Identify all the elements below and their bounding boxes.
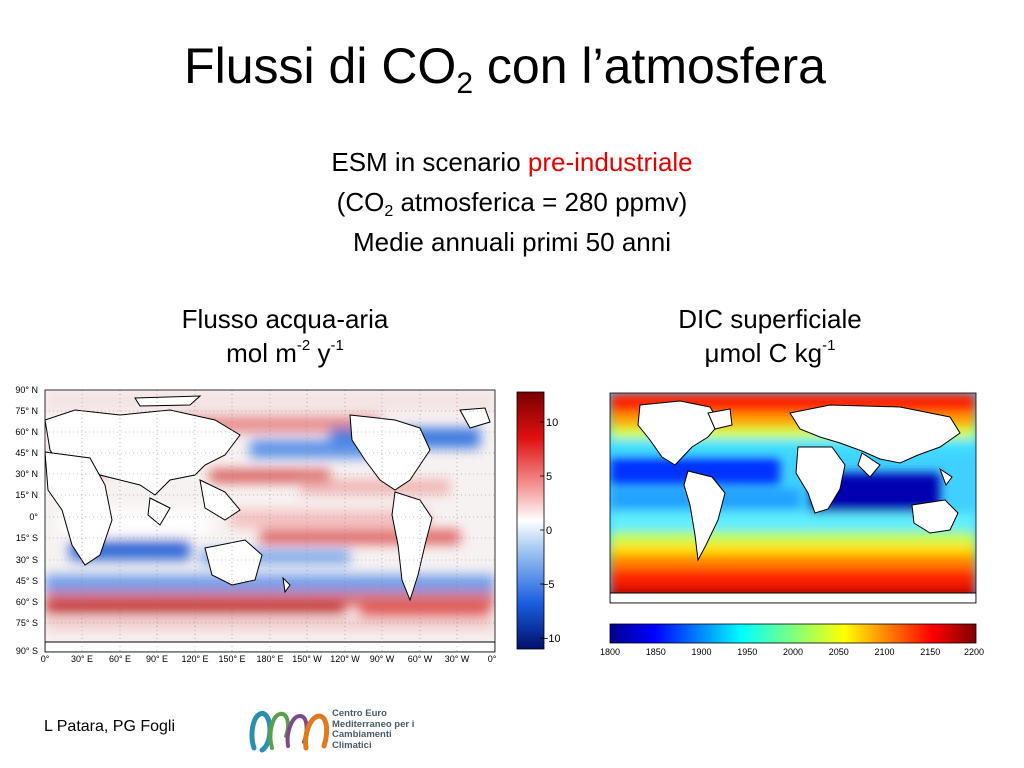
flux-map: 90° N 75° N 60° N 45° N 30° N 15° N 0° 1… (15, 385, 560, 664)
lat-label: 30° N (15, 469, 38, 479)
lat-label: 45° N (15, 448, 38, 458)
logo-text: Centro Euro Mediterraneo per i Cambiamen… (332, 708, 415, 751)
dic-colorbar-tick: 2200 (964, 647, 984, 657)
dic-panel-label: DIC superficiale μmol C kg-1 (678, 304, 862, 368)
lon-label: 90° E (146, 654, 168, 664)
lat-label: 60° N (15, 427, 38, 437)
lat-label: 90° S (16, 646, 38, 656)
flux-colorbar-tick: 5 (546, 471, 552, 483)
flux-colorbar (516, 391, 545, 650)
dic-colorbar-tick: 2150 (920, 647, 940, 657)
flux-colorbar-tick: 0 (546, 525, 552, 537)
dic-colorbar-tick: 2000 (783, 647, 803, 657)
flux-panel-label: Flusso acqua-aria mol m-2 y-1 (181, 304, 389, 368)
lon-label: 30° W (445, 654, 470, 664)
lat-label: 60° S (16, 597, 38, 607)
dic-colorbar-tick: 2050 (829, 647, 849, 657)
lat-label: 45° S (16, 576, 38, 586)
lon-label: 30° E (71, 654, 93, 664)
dic-colorbar-tick: 2100 (874, 647, 894, 657)
lat-label: 15° N (15, 490, 38, 500)
lat-label: 90° N (15, 385, 38, 395)
cmcc-logo-icon (249, 710, 330, 753)
lon-label: 120° E (181, 654, 208, 664)
dic-colorbar-tick: 1850 (646, 647, 666, 657)
lon-label: 150° W (292, 654, 322, 664)
lon-label: 0° (488, 654, 497, 664)
lon-label: 120° W (330, 654, 360, 664)
lat-label: 0° (29, 512, 38, 522)
lon-label: 0° (41, 654, 50, 664)
dic-colorbar-tick: 1900 (691, 647, 711, 657)
lat-label: 15° S (16, 533, 38, 543)
author-credit: L Patara, PG Fogli (44, 718, 176, 735)
lon-label: 150° E (218, 654, 245, 664)
lon-label: 90° W (370, 654, 395, 664)
slide-title: Flussi di CO2 con l’atmosfera (184, 38, 826, 100)
lon-label: 180° E (256, 654, 283, 664)
dic-colorbar-tick: 1950 (737, 647, 757, 657)
dic-colorbar-tick: 1800 (600, 647, 620, 657)
subtitle: ESM in scenario pre-industriale (CO2 atm… (0, 142, 1024, 262)
dic-colorbar (609, 623, 977, 644)
subtitle-line-1: ESM in scenario pre-industriale (331, 147, 693, 177)
lon-label: 60° E (109, 654, 131, 664)
lon-label: 60° W (408, 654, 433, 664)
lat-label: 75° N (15, 406, 38, 416)
lat-label: 75° S (16, 618, 38, 628)
lat-label: 30° S (16, 555, 38, 565)
dic-map: 1800 1850 1900 1950 2000 2050 2100 2150 … (600, 392, 984, 657)
subtitle-line-3: Medie annuali primi 50 anni (353, 227, 671, 257)
flux-colorbar-tick: −10 (542, 633, 560, 645)
flux-colorbar-tick: 10 (546, 417, 558, 429)
flux-colorbar-tick: −5 (542, 579, 555, 591)
scenario-accent: pre-industriale (527, 147, 693, 177)
subtitle-line-2: (CO2 atmosferica = 280 ppmv) (336, 187, 688, 220)
